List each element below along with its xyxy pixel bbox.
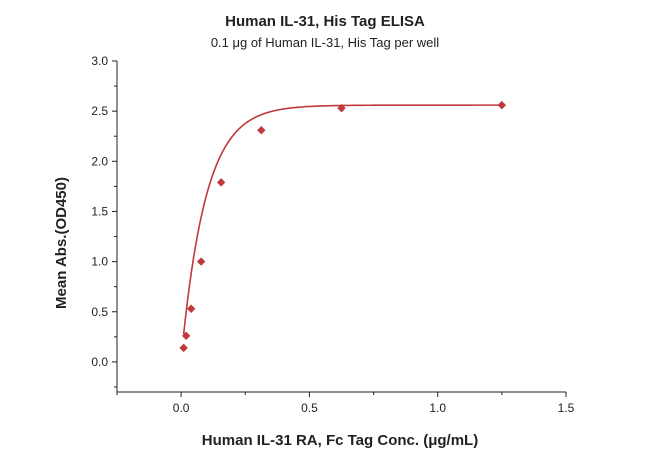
y-tick-label: 1.0 xyxy=(91,255,108,269)
data-point xyxy=(216,178,226,187)
y-tick-label: 2.5 xyxy=(91,104,108,118)
data-point xyxy=(497,100,507,110)
x-tick-label: 1.0 xyxy=(429,401,446,415)
x-tick-label: 1.5 xyxy=(558,401,575,415)
x-tick-label: 0.5 xyxy=(301,401,318,415)
y-tick-label: 1.5 xyxy=(91,204,108,218)
chart-title: Human IL-31, His Tag ELISA xyxy=(225,13,425,30)
data-point xyxy=(337,103,346,113)
x-tick-label: 0.0 xyxy=(173,401,190,415)
data-point xyxy=(196,257,206,266)
plot-area: 0.0 0.5 1.0 1.5 2.0 2.5 3.0 0.0 0.5 1.0 1.5 xyxy=(91,54,574,415)
y-tick-label: 0.5 xyxy=(91,305,108,319)
chart-subtitle: 0.1 μg of Human IL-31, His Tag per well xyxy=(211,35,439,50)
data-point xyxy=(179,343,188,353)
data-point xyxy=(257,126,266,135)
y-tick-label: 0.0 xyxy=(91,355,108,369)
y-axis-label: Mean Abs.(OD450) xyxy=(53,177,70,309)
fit-curve-line xyxy=(182,104,502,335)
y-tick-label: 2.0 xyxy=(91,154,108,168)
y-tick-label: 3.0 xyxy=(91,54,108,68)
x-axis-label: Human IL-31 RA, Fc Tag Conc. (μg/mL) xyxy=(202,432,478,449)
data-point xyxy=(181,331,191,341)
data-point xyxy=(186,304,196,313)
